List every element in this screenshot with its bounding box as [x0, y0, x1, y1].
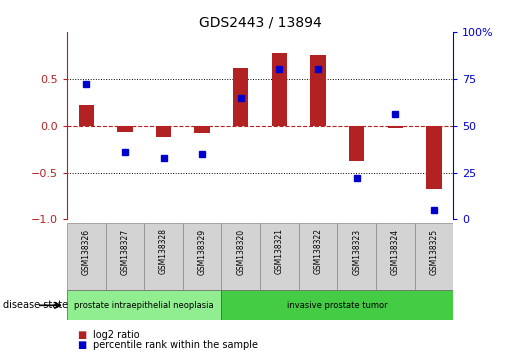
Bar [144, 223, 183, 290]
Bar [106, 223, 144, 290]
Bar [78, 105, 94, 126]
Bar [183, 223, 221, 290]
Text: ■: ■ [77, 330, 87, 339]
Bar [221, 223, 260, 290]
Text: disease state: disease state [3, 300, 67, 310]
Text: GSM138321: GSM138321 [275, 228, 284, 274]
Text: GSM138320: GSM138320 [236, 228, 245, 274]
Bar [156, 126, 171, 137]
Text: prostate intraepithelial neoplasia: prostate intraepithelial neoplasia [74, 301, 214, 310]
Bar [67, 223, 106, 290]
Bar [376, 223, 415, 290]
Text: GSM138326: GSM138326 [82, 228, 91, 274]
Text: GSM138325: GSM138325 [430, 228, 438, 274]
Text: GSM138328: GSM138328 [159, 228, 168, 274]
Text: invasive prostate tumor: invasive prostate tumor [287, 301, 388, 310]
Text: GSM138329: GSM138329 [198, 228, 207, 274]
Bar [387, 126, 403, 127]
Bar [117, 126, 133, 132]
Bar [415, 223, 453, 290]
Text: GSM138324: GSM138324 [391, 228, 400, 274]
Bar [349, 126, 364, 161]
Bar [194, 126, 210, 133]
Bar [272, 53, 287, 126]
Text: GSM138323: GSM138323 [352, 228, 361, 274]
Bar [310, 55, 325, 126]
Text: GSM138322: GSM138322 [314, 228, 322, 274]
Title: GDS2443 / 13894: GDS2443 / 13894 [199, 15, 321, 29]
Bar [221, 290, 453, 320]
Text: percentile rank within the sample: percentile rank within the sample [93, 340, 258, 350]
Bar [426, 126, 442, 189]
Text: log2 ratio: log2 ratio [93, 330, 140, 339]
Bar [260, 223, 299, 290]
Bar [233, 68, 249, 126]
Bar [337, 223, 376, 290]
Text: GSM138327: GSM138327 [121, 228, 129, 274]
Bar [299, 223, 337, 290]
Bar [67, 290, 221, 320]
Text: ■: ■ [77, 340, 87, 350]
